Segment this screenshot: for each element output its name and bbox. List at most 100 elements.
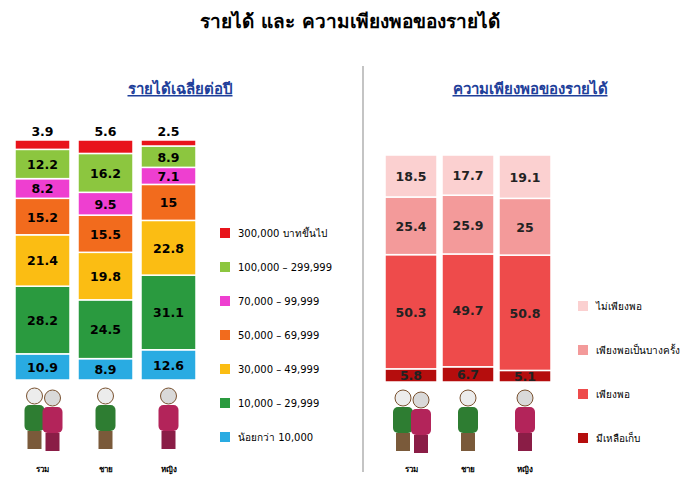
chart-title: รายได้เฉลี่ยต่อปี	[128, 78, 233, 98]
bar-segment	[15, 354, 70, 380]
chart-0: รายได้เฉลี่ยต่อปี10.928.221.415.28.212.2…	[15, 78, 332, 475]
category-label: ชาย	[461, 465, 475, 474]
legend-swatch	[578, 345, 588, 355]
bar-segment	[78, 192, 133, 215]
data-label: 15	[160, 195, 177, 210]
data-label: 7.1	[157, 169, 179, 184]
data-label: 25	[516, 220, 533, 235]
legend: 300,000 บาทขึ้นไป100,000 – 299,99970,000…	[220, 226, 332, 443]
person-icon	[96, 388, 116, 449]
legend: ไม่เพียงพอเพียงพอเป็นบางครั้งเพียงพอมีเห…	[578, 301, 680, 444]
category-label: หญิง	[161, 465, 177, 475]
bar-segment	[499, 255, 551, 370]
bar-segment	[141, 140, 196, 146]
bar-segment	[499, 198, 551, 255]
legend-label: ไม่เพียงพอ	[595, 301, 642, 312]
bar-segment	[15, 140, 70, 149]
category-label: รวม	[405, 465, 418, 474]
bar-segment	[78, 153, 133, 192]
legend-label: น้อยกว่า 10,000	[238, 432, 313, 443]
data-label: 21.4	[27, 253, 58, 268]
person-body	[411, 409, 431, 435]
legend-swatch	[220, 432, 230, 442]
person-body	[159, 405, 179, 431]
person-head	[413, 392, 429, 408]
data-label: 5.6	[94, 124, 116, 139]
person-icon	[411, 392, 431, 453]
bar-segment	[78, 140, 133, 153]
legend-swatch	[220, 262, 230, 272]
bar-segment	[385, 155, 437, 197]
bar-segment	[141, 146, 196, 167]
person-head	[27, 388, 43, 404]
legend-label: เพียงพอ	[596, 389, 630, 400]
bar-segment	[78, 359, 133, 380]
bar-segment	[78, 252, 133, 300]
bar-segment	[15, 149, 70, 178]
legend-label: 10,000 – 29,999	[238, 398, 319, 409]
person-icon	[159, 388, 179, 449]
legend-swatch	[220, 296, 230, 306]
main-title: รายได้ และ ความเพียงพอของรายได้	[200, 10, 499, 32]
person-legs	[396, 433, 410, 451]
legend-label: 70,000 – 99,999	[238, 296, 319, 307]
chart-1: ความเพียงพอของรายได้5.850.325.418.56.749…	[385, 79, 680, 475]
legend-swatch	[220, 364, 230, 374]
data-label: 9.5	[94, 197, 116, 212]
category-label: รวม	[36, 465, 49, 474]
figure: รายได้ และ ความเพียงพอของรายได้รายได้เฉล…	[0, 0, 700, 478]
bar-segment	[141, 184, 196, 220]
bar-segment	[15, 198, 70, 234]
bar-segment	[442, 195, 494, 254]
divider	[362, 66, 364, 472]
bar-segment	[442, 254, 494, 367]
person-legs	[414, 435, 428, 453]
data-label: 17.7	[453, 168, 484, 183]
person-legs	[518, 433, 532, 451]
legend-swatch	[578, 389, 588, 399]
person-head	[161, 388, 177, 404]
data-label: 19.1	[510, 170, 541, 185]
chart-title: ความเพียงพอของรายได้	[453, 79, 608, 98]
bar-segment	[78, 300, 133, 359]
data-label: 50.8	[510, 306, 541, 321]
data-label: 49.7	[453, 303, 484, 318]
person-icon	[515, 390, 535, 451]
data-label: 50.3	[396, 305, 427, 320]
person-legs	[162, 431, 176, 449]
category-label: ชาย	[99, 465, 113, 474]
bar-segment	[15, 179, 70, 199]
person-head	[517, 390, 533, 406]
person-body	[43, 407, 63, 433]
bar-segment	[15, 235, 70, 286]
data-label: 10.9	[27, 360, 58, 375]
data-label: 15.2	[27, 210, 58, 225]
bar-segment	[442, 155, 494, 195]
bar-segment	[78, 215, 133, 252]
person-body	[393, 407, 413, 433]
legend-swatch	[578, 433, 588, 443]
bar-segment	[442, 367, 494, 382]
data-label: 12.2	[27, 157, 58, 172]
data-label: 24.5	[90, 322, 121, 337]
person-legs	[99, 431, 113, 449]
bar-segment	[499, 155, 551, 198]
data-labels: 5.850.325.418.56.749.725.917.75.150.8251…	[396, 168, 541, 384]
person-legs	[46, 433, 60, 451]
person-head	[98, 388, 114, 404]
data-label: 25.9	[453, 218, 484, 233]
background	[0, 0, 700, 478]
person-head	[395, 390, 411, 406]
chart-root: รายได้ และ ความเพียงพอของรายได้รายได้เฉล…	[0, 0, 700, 478]
data-label: 8.9	[94, 362, 116, 377]
data-label: 5.1	[514, 369, 536, 384]
legend-swatch	[220, 228, 230, 238]
data-label: 2.5	[157, 124, 179, 139]
person-body	[458, 407, 478, 433]
legend-swatch	[220, 330, 230, 340]
person-icon	[393, 390, 413, 451]
person-icon	[458, 390, 478, 451]
data-label: 15.5	[90, 227, 121, 242]
person-legs	[461, 433, 475, 451]
legend-swatch	[220, 398, 230, 408]
